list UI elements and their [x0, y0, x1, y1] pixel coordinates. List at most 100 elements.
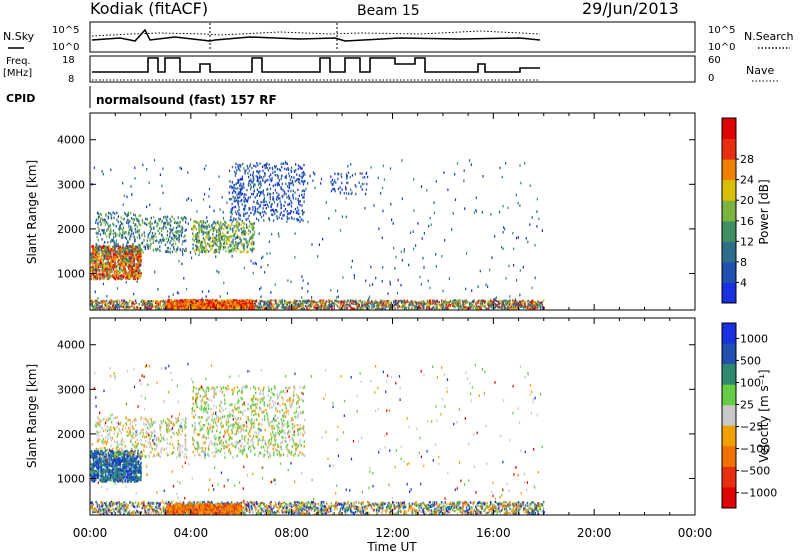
data-cell — [250, 187, 252, 191]
data-cell — [175, 231, 178, 234]
data-cell — [216, 306, 218, 310]
data-cell — [162, 300, 164, 303]
data-cell — [286, 196, 288, 199]
data-cell — [398, 305, 400, 308]
data-cell — [239, 308, 242, 311]
data-cell — [97, 238, 99, 242]
data-cell — [229, 211, 232, 214]
data-cell — [184, 215, 186, 219]
data-cell — [253, 222, 255, 225]
data-cell — [216, 299, 218, 302]
data-cell — [170, 239, 172, 243]
data-cell — [344, 305, 346, 308]
data-cell — [409, 304, 411, 307]
data-cell — [232, 186, 234, 189]
data-cell — [434, 300, 437, 303]
data-cell — [444, 299, 447, 302]
data-cell — [241, 220, 243, 223]
data-cell — [256, 175, 259, 179]
data-cell — [292, 181, 294, 184]
data-cell — [253, 226, 255, 229]
data-cell — [235, 182, 237, 186]
data-cell — [180, 216, 182, 220]
data-cell — [126, 260, 129, 263]
data-cell — [139, 249, 141, 252]
data-cell — [154, 247, 157, 251]
data-cell — [541, 303, 543, 306]
data-cell — [98, 244, 100, 248]
data-cell — [269, 198, 271, 201]
data-cell — [466, 300, 468, 303]
data-cell — [95, 254, 97, 258]
data-cell — [190, 307, 193, 311]
data-cell — [235, 166, 237, 169]
data-cell — [136, 218, 138, 221]
data-cell — [259, 190, 261, 194]
data-cell — [96, 251, 98, 254]
data-cell — [300, 307, 302, 310]
data-cell — [303, 180, 305, 184]
data-cell — [179, 230, 181, 233]
data-cell — [385, 304, 387, 307]
data-cell — [259, 299, 261, 302]
data-cell — [132, 232, 134, 235]
data-cell — [199, 246, 202, 249]
data-cell — [138, 243, 140, 247]
data-cell — [317, 303, 319, 307]
data-cell — [173, 246, 175, 249]
data-cell — [196, 235, 198, 238]
data-cell — [129, 299, 131, 302]
data-cell — [112, 300, 115, 303]
data-cell — [99, 306, 102, 309]
data-cell — [127, 254, 130, 257]
data-cell — [104, 253, 106, 257]
data-cell — [90, 277, 92, 280]
data-cell — [492, 300, 494, 304]
data-cell — [125, 262, 127, 266]
data-cell — [405, 307, 407, 310]
data-cell — [138, 221, 140, 224]
data-cell — [308, 300, 311, 303]
data-cell — [230, 223, 232, 227]
data-cell — [138, 214, 140, 217]
data-cell — [96, 252, 98, 255]
data-cell — [205, 226, 207, 229]
data-cell — [107, 249, 109, 253]
data-cell — [228, 191, 230, 194]
data-cell — [223, 303, 226, 306]
data-cell — [199, 300, 201, 303]
data-cell — [108, 235, 111, 239]
data-cell — [154, 221, 156, 224]
data-cell — [170, 302, 172, 305]
data-cell — [109, 231, 111, 234]
data-cell — [133, 275, 136, 278]
data-cell — [230, 215, 232, 218]
data-cell — [371, 306, 373, 309]
data-cell — [120, 268, 122, 271]
data-cell — [501, 307, 503, 310]
data-cell — [436, 305, 438, 309]
data-cell — [175, 300, 177, 304]
data-cell — [241, 203, 243, 206]
data-cell — [175, 234, 177, 238]
data-cell — [123, 302, 125, 305]
data-cell — [440, 303, 442, 306]
data-cell — [119, 249, 121, 253]
data-cell — [252, 226, 254, 230]
data-cell — [103, 272, 105, 276]
data-cell — [119, 254, 121, 257]
data-cell — [539, 307, 542, 310]
data-cell — [247, 217, 249, 220]
data-cell — [249, 306, 252, 309]
data-cell — [328, 301, 330, 304]
data-cell — [99, 301, 101, 304]
data-cell — [503, 299, 505, 302]
data-cell — [311, 304, 314, 307]
data-cell — [115, 245, 117, 248]
data-cell — [233, 306, 236, 310]
data-cell — [218, 233, 220, 237]
data-cell — [92, 262, 94, 266]
data-cell — [113, 275, 115, 279]
data-cell — [317, 307, 319, 310]
data-cell — [208, 250, 210, 253]
